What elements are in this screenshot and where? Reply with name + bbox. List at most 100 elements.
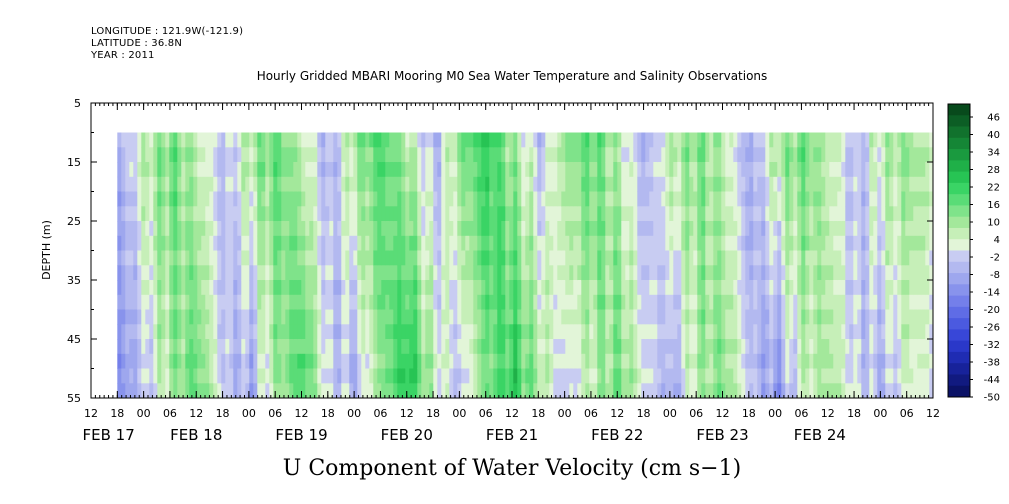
- heatmap-cell: [273, 324, 278, 340]
- heatmap-cell: [161, 162, 166, 178]
- heatmap-cell: [301, 265, 306, 281]
- heatmap-cell: [653, 368, 658, 384]
- heatmap-cell: [901, 176, 906, 192]
- heatmap-cell: [813, 162, 818, 178]
- heatmap-cell: [305, 353, 310, 369]
- heatmap-cell: [649, 206, 654, 222]
- heatmap-cell: [261, 353, 266, 369]
- heatmap-cell: [893, 339, 898, 355]
- x-hour-label: 12: [295, 407, 309, 420]
- heatmap-cell: [601, 147, 606, 163]
- heatmap-cell: [829, 235, 834, 251]
- heatmap-cell: [861, 235, 866, 251]
- heatmap-cell: [573, 132, 578, 148]
- heatmap-cell: [809, 324, 814, 340]
- heatmap-cell: [689, 250, 694, 266]
- heatmap-cell: [261, 206, 266, 222]
- heatmap-cell: [329, 339, 334, 355]
- heatmap-cell: [801, 265, 806, 281]
- heatmap-cell: [201, 235, 206, 251]
- heatmap-cell: [533, 206, 538, 222]
- heatmap-cell: [281, 294, 286, 310]
- heatmap-cell: [801, 324, 806, 340]
- heatmap-cell: [761, 353, 766, 369]
- heatmap-cell: [621, 280, 626, 296]
- heatmap-cell: [473, 235, 478, 251]
- heatmap-cell: [493, 235, 498, 251]
- heatmap-cell: [501, 132, 506, 148]
- heatmap-cell: [529, 221, 534, 237]
- heatmap-cell: [565, 383, 570, 399]
- heatmap-cell: [709, 324, 714, 340]
- heatmap-cell: [233, 265, 238, 281]
- heatmap-cell: [453, 250, 458, 266]
- heatmap-cell: [601, 235, 606, 251]
- heatmap-cell: [297, 280, 302, 296]
- heatmap-cell: [885, 353, 890, 369]
- heatmap-cell: [889, 221, 894, 237]
- heatmap-cell: [757, 162, 762, 178]
- heatmap-cell: [785, 191, 790, 207]
- heatmap-cell: [601, 309, 606, 325]
- heatmap-cell: [405, 265, 410, 281]
- heatmap-cell: [557, 250, 562, 266]
- heatmap-cell: [857, 147, 862, 163]
- heatmap-cell: [353, 162, 358, 178]
- heatmap-cell: [857, 162, 862, 178]
- heatmap-cell: [617, 353, 622, 369]
- heatmap-cell: [881, 324, 886, 340]
- heatmap-cell: [573, 162, 578, 178]
- heatmap-cell: [197, 162, 202, 178]
- heatmap-cell: [533, 132, 538, 148]
- chart-title: Hourly Gridded MBARI Mooring M0 Sea Wate…: [257, 69, 768, 83]
- heatmap-cell: [505, 383, 510, 399]
- heatmap-cell: [405, 191, 410, 207]
- heatmap-cell: [925, 250, 930, 266]
- heatmap-cell: [849, 353, 854, 369]
- heatmap-cell: [769, 176, 774, 192]
- heatmap-cell: [509, 235, 514, 251]
- heatmap-cell: [549, 294, 554, 310]
- heatmap-cell: [629, 250, 634, 266]
- heatmap-cell: [313, 383, 318, 399]
- heatmap-cell: [265, 162, 270, 178]
- heatmap-cell: [641, 162, 646, 178]
- heatmap-cell: [685, 250, 690, 266]
- heatmap-cell: [881, 383, 886, 399]
- heatmap-cell: [821, 280, 826, 296]
- heatmap-cell: [385, 383, 390, 399]
- heatmap-cell: [669, 221, 674, 237]
- heatmap-cell: [701, 383, 706, 399]
- heatmap-cell: [161, 353, 166, 369]
- heatmap-cell: [777, 339, 782, 355]
- heatmap-cell: [377, 294, 382, 310]
- heatmap-cell: [857, 383, 862, 399]
- heatmap-cell: [485, 221, 490, 237]
- heatmap-cell: [157, 294, 162, 310]
- heatmap-cell: [465, 191, 470, 207]
- heatmap-cell: [369, 383, 374, 399]
- heatmap-cell: [261, 162, 266, 178]
- heatmap-cell: [677, 383, 682, 399]
- heatmap-cell: [609, 206, 614, 222]
- heatmap-cell: [853, 132, 858, 148]
- heatmap-cell: [501, 309, 506, 325]
- heatmap-cell: [577, 235, 582, 251]
- heatmap-cell: [885, 132, 890, 148]
- heatmap-cell: [545, 132, 550, 148]
- heatmap-cell: [173, 147, 178, 163]
- heatmap-cell: [405, 309, 410, 325]
- heatmap-cell: [625, 383, 630, 399]
- heatmap-cell: [797, 132, 802, 148]
- heatmap-cell: [797, 353, 802, 369]
- heatmap-cell: [817, 162, 822, 178]
- heatmap-cell: [929, 368, 934, 384]
- heatmap-cell: [573, 147, 578, 163]
- heatmap-cell: [909, 250, 914, 266]
- heatmap-cell: [445, 339, 450, 355]
- heatmap-cell: [617, 162, 622, 178]
- heatmap-cell: [393, 250, 398, 266]
- heatmap-cell: [813, 191, 818, 207]
- heatmap-cell: [865, 383, 870, 399]
- heatmap-cell: [661, 309, 666, 325]
